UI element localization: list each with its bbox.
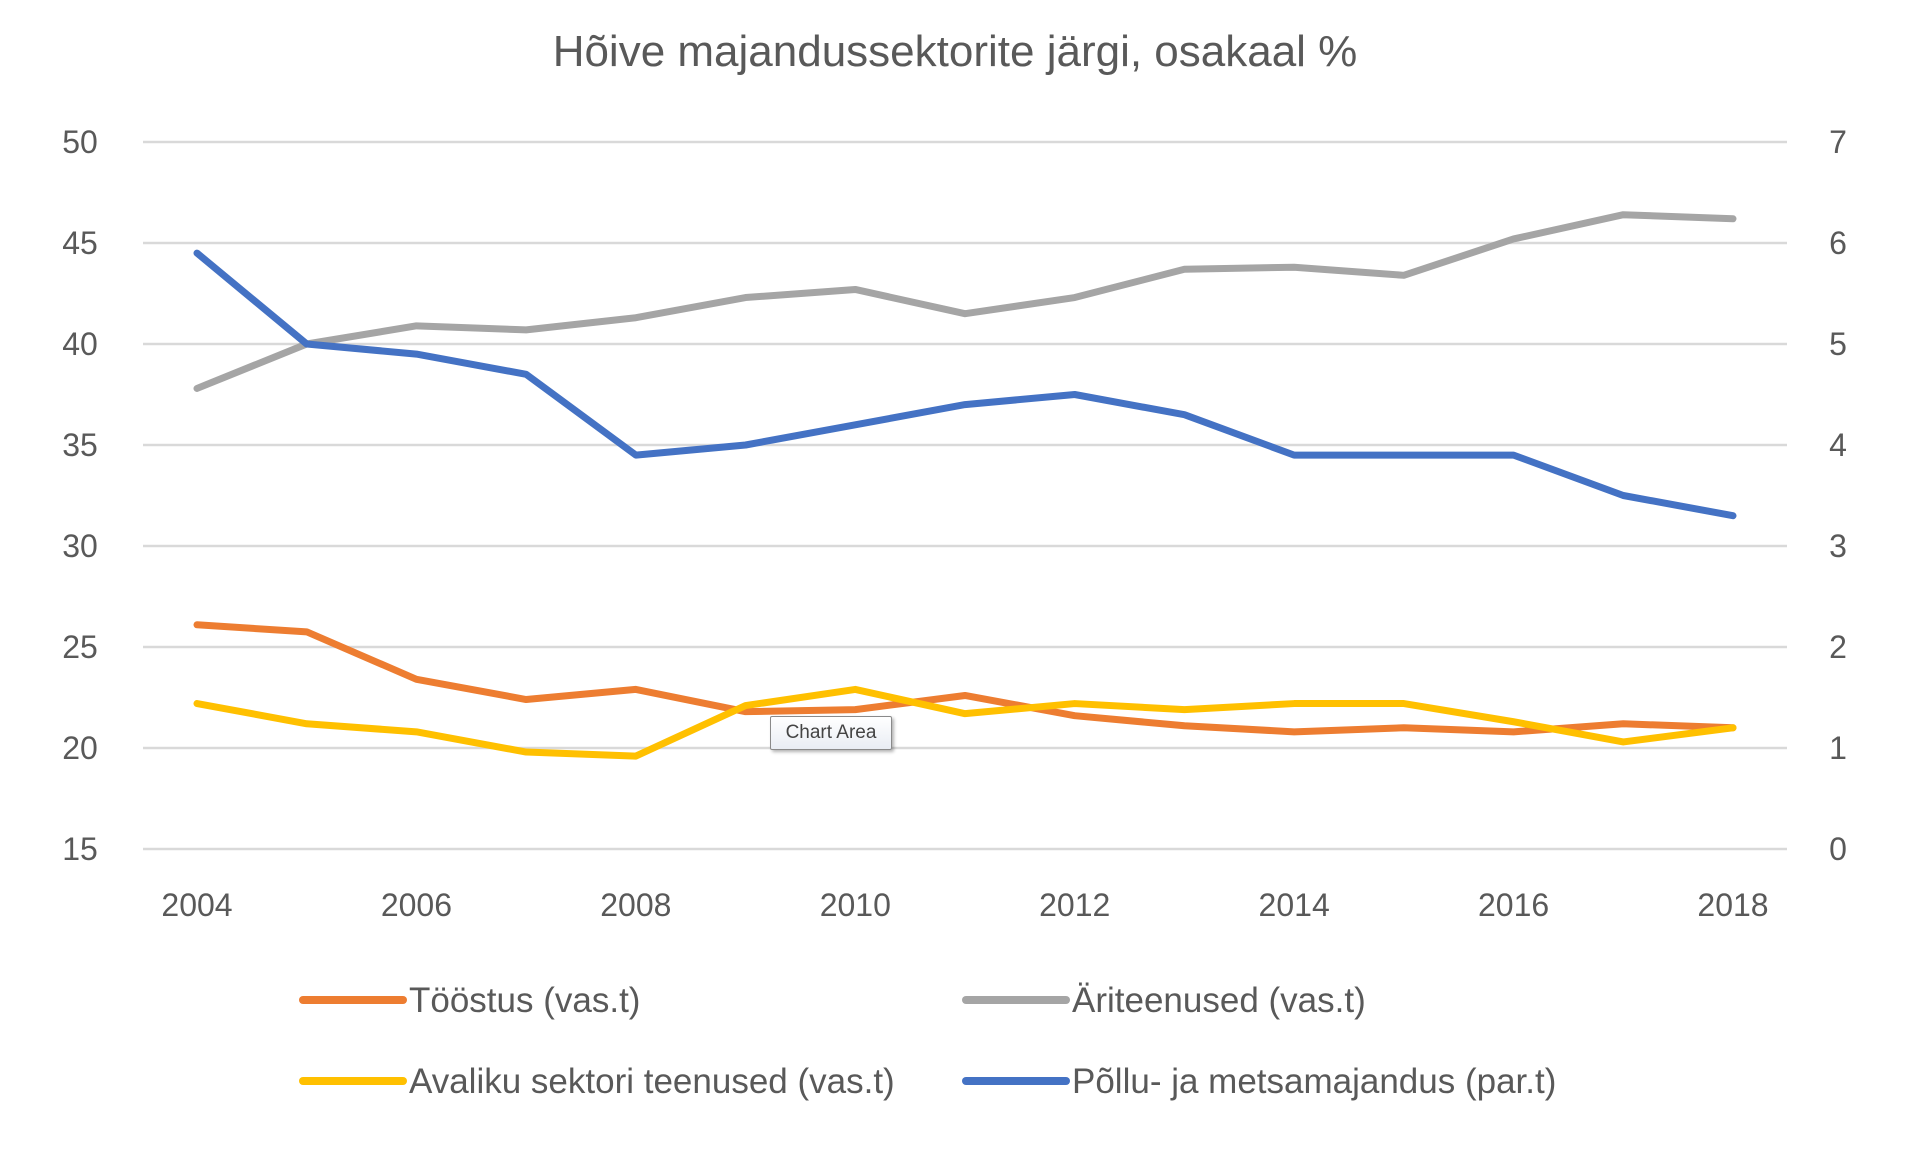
x-tick-label: 2012: [1039, 887, 1110, 923]
y-right-tick-label: 3: [1829, 528, 1847, 564]
y-right-tick-label: 7: [1829, 124, 1847, 160]
y-left-tick-label: 20: [62, 730, 98, 766]
legend-label[interactable]: Äriteenused (vas.t): [1072, 981, 1366, 1020]
y-right-tick-label: 4: [1829, 427, 1847, 463]
x-tick-label: 2014: [1259, 887, 1330, 923]
x-tick-label: 2006: [381, 887, 452, 923]
x-tick-label: 2016: [1478, 887, 1549, 923]
y-left-tick-label: 30: [62, 528, 98, 564]
x-tick-label: 2018: [1697, 887, 1768, 923]
y-left-tick-label: 40: [62, 326, 98, 362]
chart-title: Hõive majandussektorite järgi, osakaal %: [553, 27, 1358, 76]
y-left-tick-label: 50: [62, 124, 98, 160]
x-tick-label: 2004: [161, 887, 232, 923]
y-left-tick-label: 45: [62, 225, 98, 261]
y-left-tick-label: 25: [62, 629, 98, 665]
y-left-tick-label: 15: [62, 831, 98, 867]
chart-area-tooltip: Chart Area: [770, 716, 892, 750]
y-right-tick-label: 2: [1829, 629, 1847, 665]
legend-label[interactable]: Avaliku sektori teenused (vas.t): [409, 1062, 895, 1101]
series-line-2[interactable]: [193, 685, 1737, 760]
series-line-1[interactable]: [193, 211, 1737, 392]
y-right-tick-label: 1: [1829, 730, 1847, 766]
y-right-tick-label: 6: [1829, 225, 1847, 261]
legend-label[interactable]: Tööstus (vas.t): [409, 981, 640, 1020]
y-right-tick-label: 0: [1829, 831, 1847, 867]
y-right-tick-label: 5: [1829, 326, 1847, 362]
series-line-0[interactable]: [193, 621, 1737, 736]
x-tick-label: 2010: [820, 887, 891, 923]
series-line-3[interactable]: [193, 249, 1737, 520]
legend-label[interactable]: Põllu- ja metsamajandus (par.t): [1072, 1062, 1556, 1101]
x-tick-label: 2008: [600, 887, 671, 923]
y-left-tick-label: 35: [62, 427, 98, 463]
